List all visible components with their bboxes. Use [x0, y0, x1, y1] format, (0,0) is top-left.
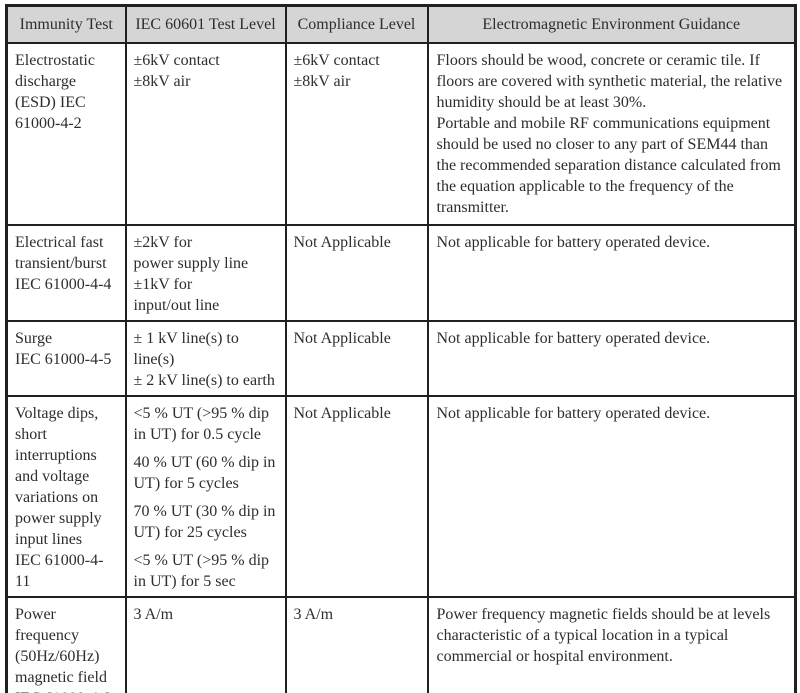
cell-environment-guidance: Not applicable for battery operated devi… [426, 223, 797, 322]
column-header-immunity-test: Immunity Test [5, 4, 127, 44]
table-row-esd: Electrostatic discharge (ESD) IEC 61000-4-2… [5, 41, 797, 226]
cell-environment-guidance: Not applicable for battery operated devi… [426, 319, 797, 397]
cell-iec-test-level: ±6kV contact ±8kV air [124, 41, 287, 226]
cell-compliance-level: ±6kV contact ±8kV air [284, 41, 429, 226]
cell-environment-guidance: Not applicable for battery operated devi… [426, 394, 797, 598]
cell-compliance-level: Not Applicable [284, 319, 429, 397]
emc-immunity-table: Immunity Test IEC 60601 Test Level Compl… [5, 4, 797, 693]
column-header-environment-guidance: Electromagnetic Environment Guidance [426, 4, 797, 44]
table-row-power-frequency: Power frequency (50Hz/60Hz) magnetic field… [5, 595, 797, 693]
cell-compliance-level: Not Applicable [284, 223, 429, 322]
table-header-row: Immunity Test IEC 60601 Test Level Compl… [5, 4, 797, 44]
cell-immunity-test: Surge IEC 61000-4-5 [5, 319, 127, 397]
cell-immunity-test: Power frequency (50Hz/60Hz) magnetic field… [5, 595, 127, 693]
cell-environment-guidance: Power frequency magnetic fields should b… [426, 595, 797, 693]
cell-immunity-test: Electrical fast transient/burst IEC 61000-… [5, 223, 127, 322]
cell-iec-test-level: 3 A/m [124, 595, 287, 693]
cell-iec-test-level: <5 % UT (>95 % dip in UT) for 0.5 cycle 4… [124, 394, 287, 598]
cell-compliance-level: 3 A/m [284, 595, 429, 693]
cell-iec-test-level: ±2kV for power supply line ±1kV for input/o… [124, 223, 287, 322]
cell-iec-test-level: ± 1 kV line(s) to line(s) ± 2 kV line(s) … [124, 319, 287, 397]
column-header-iec-test-level: IEC 60601 Test Level [124, 4, 287, 44]
column-header-compliance-level: Compliance Level [284, 4, 429, 44]
table-row-voltage-dips: Voltage dips, short interruptions and volta… [5, 394, 797, 598]
table-row-electrical-fast-transient: Electrical fast transient/burst IEC 61000-… [5, 223, 797, 322]
cell-immunity-test: Voltage dips, short interruptions and volta… [5, 394, 127, 598]
table-row-surge: Surge IEC 61000-4-5 ± 1 kV line(s) to lin… [5, 319, 797, 397]
cell-immunity-test: Electrostatic discharge (ESD) IEC 61000-4-2 [5, 41, 127, 226]
cell-compliance-level: Not Applicable [284, 394, 429, 598]
cell-environment-guidance: Floors should be wood, concrete or ceram… [426, 41, 797, 226]
